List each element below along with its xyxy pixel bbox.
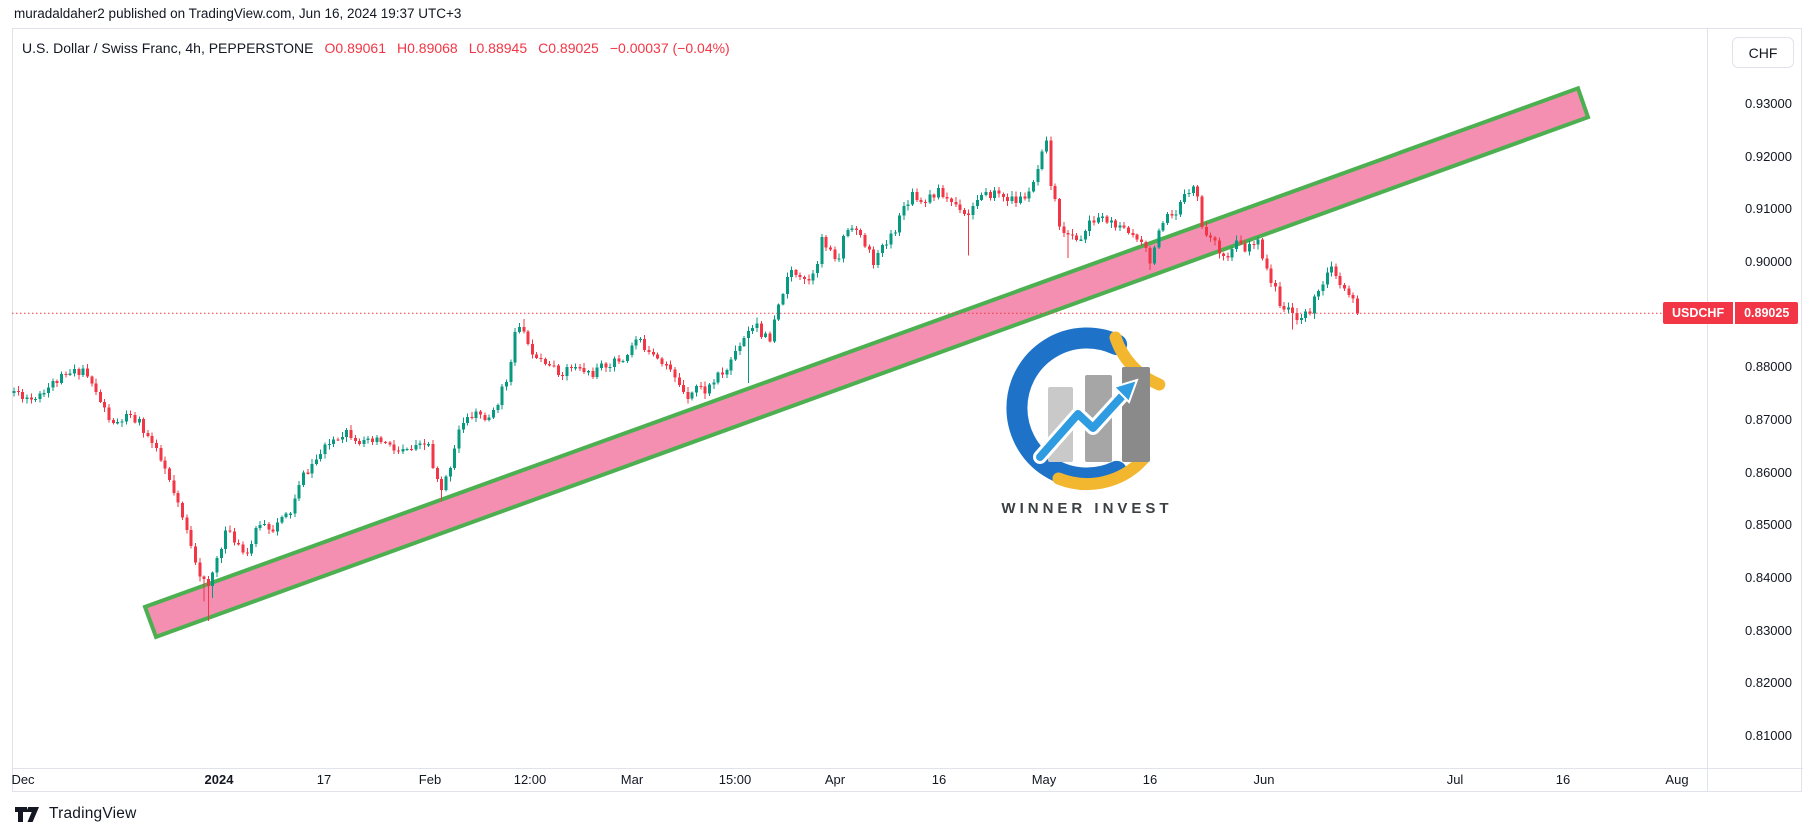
time-tick-label: Dec: [11, 772, 35, 787]
price-tick-label: 0.83000: [1745, 622, 1792, 638]
legend-close: C0.89025: [538, 40, 599, 56]
symbol-title: U.S. Dollar / Swiss Franc, 4h, PEPPERSTO…: [22, 40, 314, 56]
tradingview-wordmark: TradingView: [49, 805, 137, 822]
chart-legend: U.S. Dollar / Swiss Franc, 4h, PEPPERSTO…: [22, 40, 730, 56]
logo-crescent: [1006, 327, 1128, 489]
time-tick-label: 2024: [204, 772, 234, 787]
legend-low: L0.88945: [468, 40, 528, 56]
price-tick-label: 0.88000: [1745, 359, 1792, 375]
last-price-badge: USDCHF 0.89025: [1663, 302, 1799, 325]
time-tick-label: 12:00: [513, 772, 547, 787]
price-tick-label: 0.90000: [1745, 254, 1792, 269]
price-tick-label: 0.85000: [1745, 517, 1792, 533]
price-scale-divider: [1707, 28, 1708, 792]
currency-toggle-button[interactable]: CHF: [1732, 37, 1794, 68]
time-tick-label: Feb: [418, 772, 442, 787]
time-tick-label: May: [1031, 772, 1057, 787]
winner-invest-logo-icon: [1006, 327, 1166, 491]
watermark-brand-text: WINNER INVEST: [1001, 500, 1172, 517]
trend-channel-drawing[interactable]: [142, 85, 1591, 640]
price-tick-label: 0.86000: [1745, 464, 1792, 480]
time-scale-divider: [12, 768, 1803, 769]
time-scale[interactable]: Dec 2024 17 Feb 12:00 Mar 15:00 Apr 16 May 16 Jun Ju…: [11, 769, 1803, 792]
logo-trend-arrow-icon: [1033, 378, 1139, 464]
price-tick-label: 0.91000: [1745, 201, 1792, 217]
price-tick-label: 0.92000: [1745, 148, 1792, 164]
logo-gold-arc-bottom: [1052, 452, 1150, 491]
time-tick-label: Aug: [1665, 772, 1689, 787]
last-price-badge-symbol: USDCHF: [1663, 302, 1734, 325]
time-tick-label: 16: [1142, 772, 1158, 787]
time-tick-label: 16: [1555, 772, 1571, 787]
time-tick-label: 17: [316, 772, 332, 787]
price-tick-label: 0.93000: [1745, 96, 1792, 112]
legend-open: O0.89061: [324, 40, 387, 56]
tradingview-logo-icon: [15, 806, 39, 822]
price-tick-label: 0.84000: [1745, 569, 1792, 585]
time-tick-label: Jul: [1446, 772, 1464, 787]
logo-gold-arc-top: [1109, 331, 1166, 391]
price-scale[interactable]: 0.93000 0.92000 0.91000 0.90000 0.88000 0.870…: [1708, 28, 1803, 768]
winner-invest-watermark: WINNER INVEST: [1001, 327, 1172, 517]
time-tick-label: 15:00: [718, 772, 752, 787]
time-tick-label: Apr: [824, 772, 846, 787]
price-tick-label: 0.82000: [1745, 675, 1792, 691]
price-tick-label: 0.87000: [1745, 411, 1792, 427]
legend-change: −0.00037 (−0.04%): [609, 40, 730, 56]
tradingview-footer-link[interactable]: TradingView: [14, 805, 137, 823]
candlestick-series: [12, 136, 1359, 622]
time-tick-label: Mar: [620, 772, 644, 787]
last-price-badge-value: 0.89025: [1735, 302, 1799, 325]
time-tick-label: Jun: [1253, 772, 1275, 787]
chart-frame: [12, 28, 1802, 792]
attribution-text: muradaldaher2 published on TradingView.c…: [14, 6, 462, 21]
time-tick-label: 16: [931, 772, 947, 787]
price-tick-label: 0.81000: [1745, 727, 1792, 743]
legend-high: H0.89068: [397, 40, 458, 56]
